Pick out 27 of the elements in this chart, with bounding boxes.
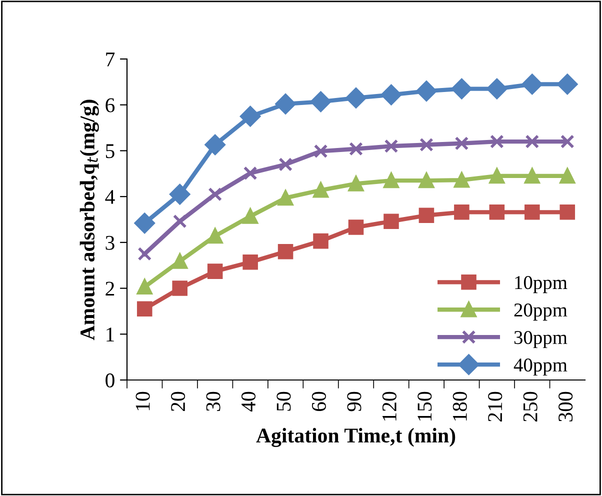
y-tick-label: 0 xyxy=(106,373,114,388)
x-tick-label: 40 xyxy=(241,392,256,412)
x-tick-label: 150 xyxy=(418,392,432,421)
x-tick-label: 90 xyxy=(347,392,362,412)
x-tick-label: 20 xyxy=(171,392,186,412)
x-tick-label: 10 xyxy=(136,392,150,410)
x-tick-label: 60 xyxy=(312,392,326,412)
y-tick-label: 2 xyxy=(106,282,114,296)
y-tick-label: 1 xyxy=(106,328,114,342)
x-tick-label: 120 xyxy=(382,392,396,421)
y-tick-label: 7 xyxy=(106,52,115,66)
legend-label: 30ppm xyxy=(514,330,568,348)
y-tick-label: 6 xyxy=(106,98,115,112)
legend-label: 10ppm xyxy=(515,276,568,294)
legend-label: 20ppm xyxy=(514,303,568,321)
x-tick-label: 180 xyxy=(452,392,467,421)
x-axis-title: Agitation Time,t (min) xyxy=(256,428,456,447)
x-tick-label: 210 xyxy=(488,392,502,422)
y-tick-label: 4 xyxy=(105,190,115,204)
y-axis-title: Amount adsorbed,q$_{t}$(mg/g) xyxy=(80,100,99,340)
x-tick-label: 250 xyxy=(523,392,538,422)
legend-label: 40ppm xyxy=(514,358,568,376)
x-tick-label: 30 xyxy=(206,392,220,411)
y-tick-label: 3 xyxy=(106,236,114,250)
x-tick-label: 50 xyxy=(276,392,291,411)
x-tick-label: 300 xyxy=(558,392,573,422)
y-tick-label: 5 xyxy=(106,144,114,158)
